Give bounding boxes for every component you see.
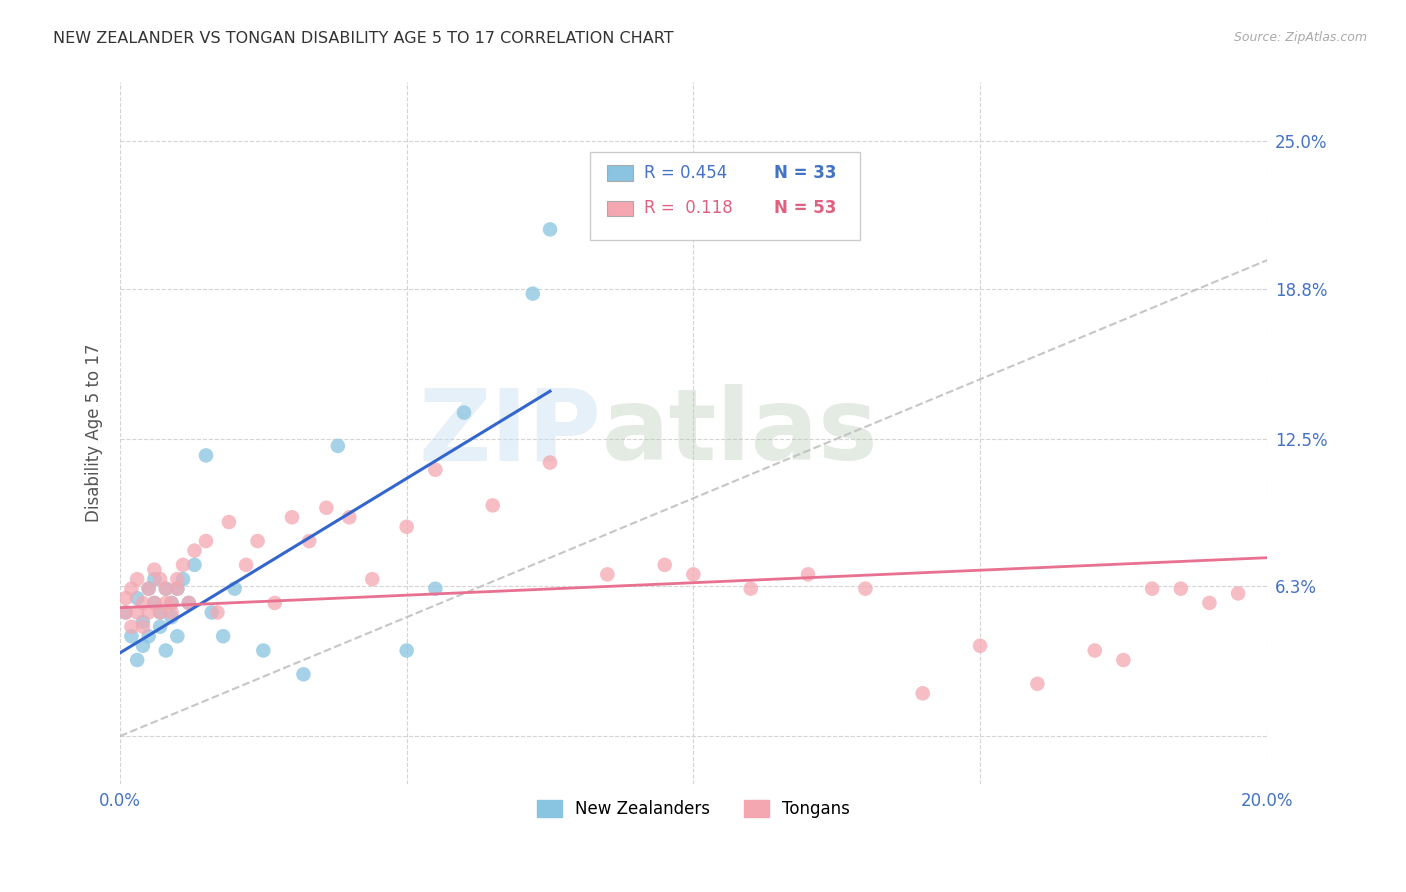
Point bbox=[298, 534, 321, 549]
Point bbox=[224, 582, 246, 596]
Point bbox=[114, 606, 136, 620]
Point bbox=[160, 606, 183, 620]
Point bbox=[337, 510, 360, 524]
Point bbox=[149, 572, 172, 586]
Point bbox=[1112, 653, 1135, 667]
Point bbox=[143, 596, 166, 610]
FancyBboxPatch shape bbox=[607, 165, 633, 181]
Point bbox=[395, 643, 418, 657]
Point bbox=[1084, 643, 1107, 657]
Point bbox=[143, 572, 166, 586]
Text: atlas: atlas bbox=[602, 384, 879, 482]
Point bbox=[326, 439, 349, 453]
Point bbox=[453, 406, 475, 420]
Text: ZIP: ZIP bbox=[419, 384, 602, 482]
Point bbox=[1227, 586, 1250, 600]
Point bbox=[194, 534, 217, 549]
Point bbox=[538, 222, 561, 236]
Point bbox=[1198, 596, 1220, 610]
Point bbox=[281, 510, 304, 524]
Point bbox=[538, 456, 561, 470]
Point bbox=[127, 606, 149, 620]
Point bbox=[172, 558, 194, 572]
Point bbox=[177, 596, 200, 610]
Point bbox=[481, 499, 503, 513]
Point bbox=[149, 606, 172, 620]
Point bbox=[127, 572, 149, 586]
Point bbox=[183, 543, 205, 558]
Point bbox=[166, 582, 188, 596]
Point bbox=[127, 591, 149, 606]
Text: Source: ZipAtlas.com: Source: ZipAtlas.com bbox=[1233, 31, 1367, 45]
Text: N = 33: N = 33 bbox=[773, 164, 837, 182]
Point bbox=[132, 615, 155, 629]
Point bbox=[160, 610, 183, 624]
Point bbox=[654, 558, 676, 572]
Point bbox=[114, 591, 136, 606]
Text: NEW ZEALANDER VS TONGAN DISABILITY AGE 5 TO 17 CORRELATION CHART: NEW ZEALANDER VS TONGAN DISABILITY AGE 5… bbox=[53, 31, 673, 46]
Point bbox=[1026, 677, 1049, 691]
Point bbox=[120, 582, 142, 596]
Point bbox=[155, 643, 177, 657]
Point bbox=[183, 558, 205, 572]
Point bbox=[149, 620, 172, 634]
Point bbox=[361, 572, 384, 586]
Point bbox=[797, 567, 820, 582]
Point bbox=[138, 629, 160, 643]
Point bbox=[1170, 582, 1192, 596]
Point bbox=[969, 639, 991, 653]
Legend: New Zealanders, Tongans: New Zealanders, Tongans bbox=[530, 793, 856, 824]
Point bbox=[138, 582, 160, 596]
Point bbox=[522, 286, 544, 301]
Point bbox=[682, 567, 704, 582]
Point bbox=[132, 620, 155, 634]
Y-axis label: Disability Age 5 to 17: Disability Age 5 to 17 bbox=[86, 343, 103, 522]
FancyBboxPatch shape bbox=[607, 201, 633, 216]
Point bbox=[155, 596, 177, 610]
Point bbox=[120, 629, 142, 643]
Point bbox=[315, 500, 337, 515]
Point bbox=[1140, 582, 1163, 596]
Point bbox=[201, 606, 224, 620]
Point bbox=[149, 606, 172, 620]
Point bbox=[853, 582, 876, 596]
Point bbox=[395, 520, 418, 534]
Point bbox=[194, 449, 217, 463]
Point bbox=[143, 563, 166, 577]
Point bbox=[138, 582, 160, 596]
Point bbox=[292, 667, 315, 681]
Point bbox=[596, 567, 619, 582]
Point bbox=[114, 606, 136, 620]
Point bbox=[263, 596, 285, 610]
Point bbox=[218, 515, 240, 529]
Point bbox=[911, 686, 934, 700]
Point bbox=[143, 596, 166, 610]
Text: N = 53: N = 53 bbox=[773, 199, 837, 218]
Point bbox=[425, 463, 447, 477]
Point bbox=[155, 582, 177, 596]
Point bbox=[246, 534, 269, 549]
Point bbox=[166, 629, 188, 643]
Point bbox=[138, 606, 160, 620]
Point bbox=[155, 582, 177, 596]
Point bbox=[425, 582, 447, 596]
FancyBboxPatch shape bbox=[591, 152, 859, 240]
Point bbox=[177, 596, 200, 610]
Point bbox=[166, 572, 188, 586]
Point bbox=[740, 582, 762, 596]
Point bbox=[252, 643, 274, 657]
Point bbox=[172, 572, 194, 586]
Point bbox=[166, 582, 188, 596]
Point bbox=[160, 596, 183, 610]
Point bbox=[160, 596, 183, 610]
Point bbox=[235, 558, 257, 572]
Point bbox=[127, 653, 149, 667]
Text: R =  0.118: R = 0.118 bbox=[644, 199, 733, 218]
Point bbox=[132, 639, 155, 653]
Point bbox=[207, 606, 229, 620]
Point bbox=[212, 629, 235, 643]
Point bbox=[120, 620, 142, 634]
Point bbox=[132, 596, 155, 610]
Text: R = 0.454: R = 0.454 bbox=[644, 164, 727, 182]
